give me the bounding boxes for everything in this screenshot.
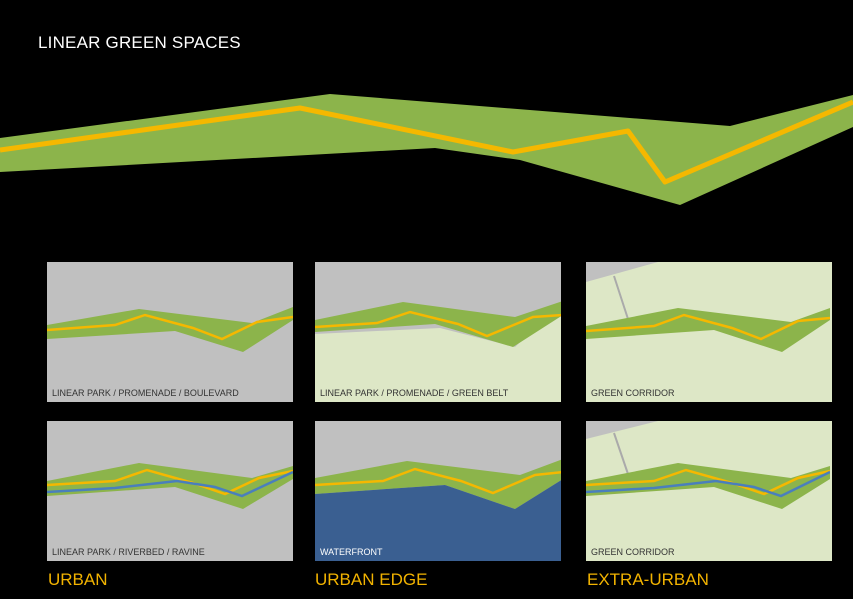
column-heading-urban: URBAN <box>48 570 108 589</box>
panel-graphic <box>47 307 293 352</box>
panel-graphic <box>586 262 830 352</box>
page-title: LINEAR GREEN SPACES <box>38 33 241 52</box>
panel-green-corridor: GREEN CORRIDOR <box>586 262 832 402</box>
panel-caption: LINEAR PARK / RIVERBED / RAVINE <box>52 547 205 557</box>
panel-graphic <box>586 421 830 509</box>
column-heading-extra-urban: EXTRA-URBAN <box>587 570 709 589</box>
panel-caption: LINEAR PARK / PROMENADE / GREEN BELT <box>320 388 509 398</box>
panel-riverbed-ravine: LINEAR PARK / RIVERBED / RAVINE <box>47 421 293 561</box>
panel-graphic <box>315 459 561 561</box>
hero-diagram <box>0 94 853 205</box>
panel-graphic <box>47 463 293 509</box>
green-band <box>0 94 853 205</box>
panel-linear-park-boulevard: LINEAR PARK / PROMENADE / BOULEVARD <box>47 262 293 402</box>
panel-caption: LINEAR PARK / PROMENADE / BOULEVARD <box>52 388 239 398</box>
panel-graphic <box>315 262 561 347</box>
panel-caption: GREEN CORRIDOR <box>591 388 675 398</box>
panel-caption: WATERFRONT <box>320 547 383 557</box>
column-heading-urban-edge: URBAN EDGE <box>315 570 428 589</box>
panel-caption: GREEN CORRIDOR <box>591 547 675 557</box>
panel-linear-park-green-belt: LINEAR PARK / PROMENADE / GREEN BELT <box>315 262 561 402</box>
panel-waterfront: WATERFRONT <box>315 421 561 561</box>
path-line <box>0 99 853 185</box>
panel-green-corridor-river: GREEN CORRIDOR <box>586 421 832 561</box>
